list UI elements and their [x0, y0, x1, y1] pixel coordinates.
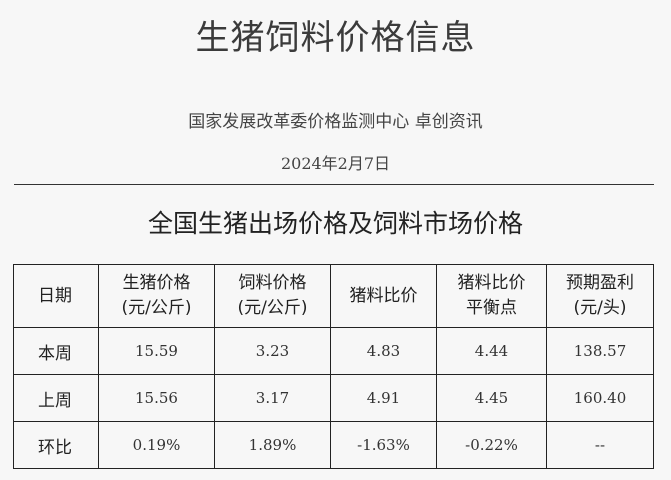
table-cell: 4.44: [436, 327, 547, 375]
row-label: 本周: [13, 327, 99, 375]
table-row: 本周 15.59 3.23 4.83 4.44 138.57: [13, 327, 654, 375]
price-table: 日期 生猪价格 (元/公斤) 饲料价格 (元/公斤) 猪料比价 猪料比价 平衡点…: [13, 264, 654, 469]
row-label: 上周: [13, 374, 99, 422]
page-title: 生猪饲料价格信息: [195, 18, 476, 58]
header-expected-profit: 预期盈利 (元/头): [546, 264, 654, 328]
header-label: 猪料比价: [457, 273, 526, 293]
header-label: 预期盈利: [566, 273, 634, 293]
divider: [14, 184, 654, 185]
header-date: 日期: [13, 264, 99, 328]
table-row: 上周 15.56 3.17 4.91 4.45 160.40: [13, 374, 654, 422]
header-ratio-breakeven: 猪料比价 平衡点: [436, 264, 547, 328]
row-label: 环比: [13, 421, 99, 469]
header-label: 日期: [38, 285, 72, 306]
table-cell: 0.19%: [98, 421, 215, 469]
header-hog-price: 生猪价格 (元/公斤): [98, 264, 215, 328]
header-unit: (元/公斤): [121, 298, 192, 318]
header-label: 饲料价格: [238, 273, 307, 293]
table-cell: 3.17: [214, 374, 331, 422]
header-unit: (元/公斤): [237, 298, 308, 318]
table-header-row: 日期 生猪价格 (元/公斤) 饲料价格 (元/公斤) 猪料比价 猪料比价 平衡点…: [13, 264, 654, 328]
header-label: 生猪价格: [122, 273, 191, 293]
table-cell: 15.59: [98, 327, 215, 375]
table-cell: 138.57: [546, 327, 654, 375]
publish-date: 2024年2月7日: [280, 154, 391, 173]
table-row: 环比 0.19% 1.89% -1.63% -0.22% --: [13, 421, 654, 469]
table-cell: 160.40: [546, 374, 654, 422]
source-subtitle: 国家发展改革委价格监测中心 卓创资讯: [188, 112, 483, 132]
header-label: 猪料比价: [349, 285, 418, 306]
table-cell: 3.23: [214, 327, 331, 375]
table-cell: 4.83: [330, 327, 437, 375]
section-title: 全国生猪出场价格及饲料市场价格: [147, 209, 523, 238]
table-cell: 15.56: [98, 374, 215, 422]
table-cell: --: [546, 421, 654, 469]
header-unit: 平衡点: [466, 298, 517, 318]
header-feed-price: 饲料价格 (元/公斤): [214, 264, 331, 328]
table-cell: 4.91: [330, 374, 437, 422]
header-hog-feed-ratio: 猪料比价: [330, 264, 437, 328]
header-unit: (元/头): [573, 298, 627, 318]
table-cell: -0.22%: [436, 421, 547, 469]
table-cell: 4.45: [436, 374, 547, 422]
table-cell: 1.89%: [214, 421, 331, 469]
table-cell: -1.63%: [330, 421, 437, 469]
